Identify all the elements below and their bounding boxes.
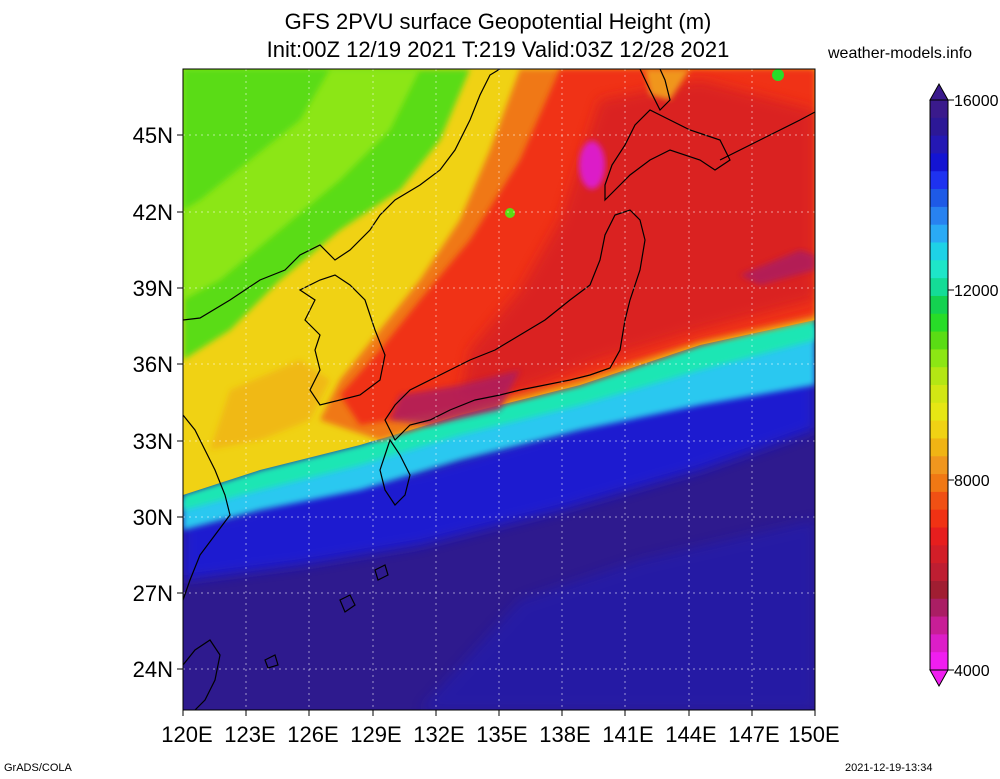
lon-label-120e: 120E <box>161 722 212 747</box>
lon-label-132e: 132E <box>413 722 464 747</box>
colorbar-bin <box>930 509 948 528</box>
colorbar-bin <box>930 313 948 333</box>
colorbar-label-4000: 4000 <box>954 663 990 680</box>
lon-label-123e: 123E <box>224 722 275 747</box>
colorbar-bin <box>930 491 948 511</box>
colorbar-bin <box>930 135 948 154</box>
colorbar-bin <box>930 349 948 368</box>
colorbar-bin <box>930 117 948 137</box>
lon-label-147e: 147E <box>728 722 779 747</box>
colorbar-bin <box>930 652 948 671</box>
colorbar-bin <box>930 474 948 493</box>
colorbar-bin <box>930 402 948 422</box>
colorbar-bin <box>930 420 948 439</box>
colorbar-bottom-arrow <box>929 669 949 688</box>
lon-label-141e: 141E <box>602 722 653 747</box>
lon-label-126e: 126E <box>287 722 338 747</box>
lat-label-42n: 42N <box>133 200 173 225</box>
colorbar-bin <box>930 295 948 315</box>
colorbar-bin <box>930 438 948 457</box>
lat-label-24n: 24N <box>133 657 173 682</box>
colorbar-bin <box>930 456 948 475</box>
colorbar-bin <box>930 563 948 582</box>
height-field <box>183 69 815 710</box>
colorbar-bin <box>930 242 948 261</box>
coastlines <box>183 69 815 710</box>
lat-label-33n: 33N <box>133 429 173 454</box>
chart-title-line1: GFS 2PVU surface Geopotential Height (m) <box>284 9 712 34</box>
colorbar-bin <box>930 545 948 564</box>
colorbar-bin <box>930 616 948 635</box>
colorbar-bin <box>930 100 948 119</box>
source-site-label: weather-models.info <box>828 45 973 62</box>
colorbar-bin <box>930 580 948 600</box>
lon-label-129e: 129E <box>350 722 401 747</box>
colorbar-bin <box>930 153 948 172</box>
colorbar-bin <box>930 189 948 208</box>
colorbar-bin <box>930 224 948 243</box>
lat-label-30n: 30N <box>133 505 173 530</box>
colorbar-top-arrow <box>929 82 949 101</box>
colorbar-bin <box>930 331 948 350</box>
colorbar-bin <box>930 260 948 279</box>
colorbar-bin <box>930 385 948 404</box>
colorbar: 16000 12000 8000 4000 <box>929 82 999 688</box>
tick-marks <box>177 134 816 716</box>
lat-label-39n: 39N <box>133 276 173 301</box>
colorbar-label-12000: 12000 <box>954 283 999 300</box>
colorbar-label-8000: 8000 <box>954 473 990 490</box>
chart-title-line2: Init:00Z 12/19 2021 T:219 Valid:03Z 12/2… <box>266 37 730 62</box>
graticule <box>183 69 815 710</box>
colorbar-label-16000: 16000 <box>954 93 999 110</box>
colorbar-bin <box>930 171 948 190</box>
lon-label-144e: 144E <box>665 722 716 747</box>
colorbar-bin <box>930 527 948 546</box>
lon-label-150e: 150E <box>788 722 839 747</box>
lat-label-45n: 45N <box>133 123 173 148</box>
lon-label-135e: 135E <box>476 722 527 747</box>
colorbar-bin <box>930 206 948 226</box>
lat-label-27n: 27N <box>133 581 173 606</box>
colorbar-bin <box>930 367 948 386</box>
colorbar-bin <box>930 598 948 618</box>
render-timestamp: 2021-12-19-13:34 <box>845 762 933 774</box>
colorbar-bin <box>930 278 948 297</box>
grads-credit: GrADS/COLA <box>4 762 72 774</box>
colorbar-bin <box>930 634 948 653</box>
lon-label-138e: 138E <box>539 722 590 747</box>
lat-label-36n: 36N <box>133 352 173 377</box>
